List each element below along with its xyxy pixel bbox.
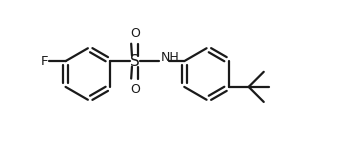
Text: O: O bbox=[130, 83, 140, 95]
Text: F: F bbox=[40, 55, 48, 68]
Text: NH: NH bbox=[161, 51, 180, 64]
Text: S: S bbox=[130, 54, 140, 69]
Text: O: O bbox=[130, 27, 140, 40]
